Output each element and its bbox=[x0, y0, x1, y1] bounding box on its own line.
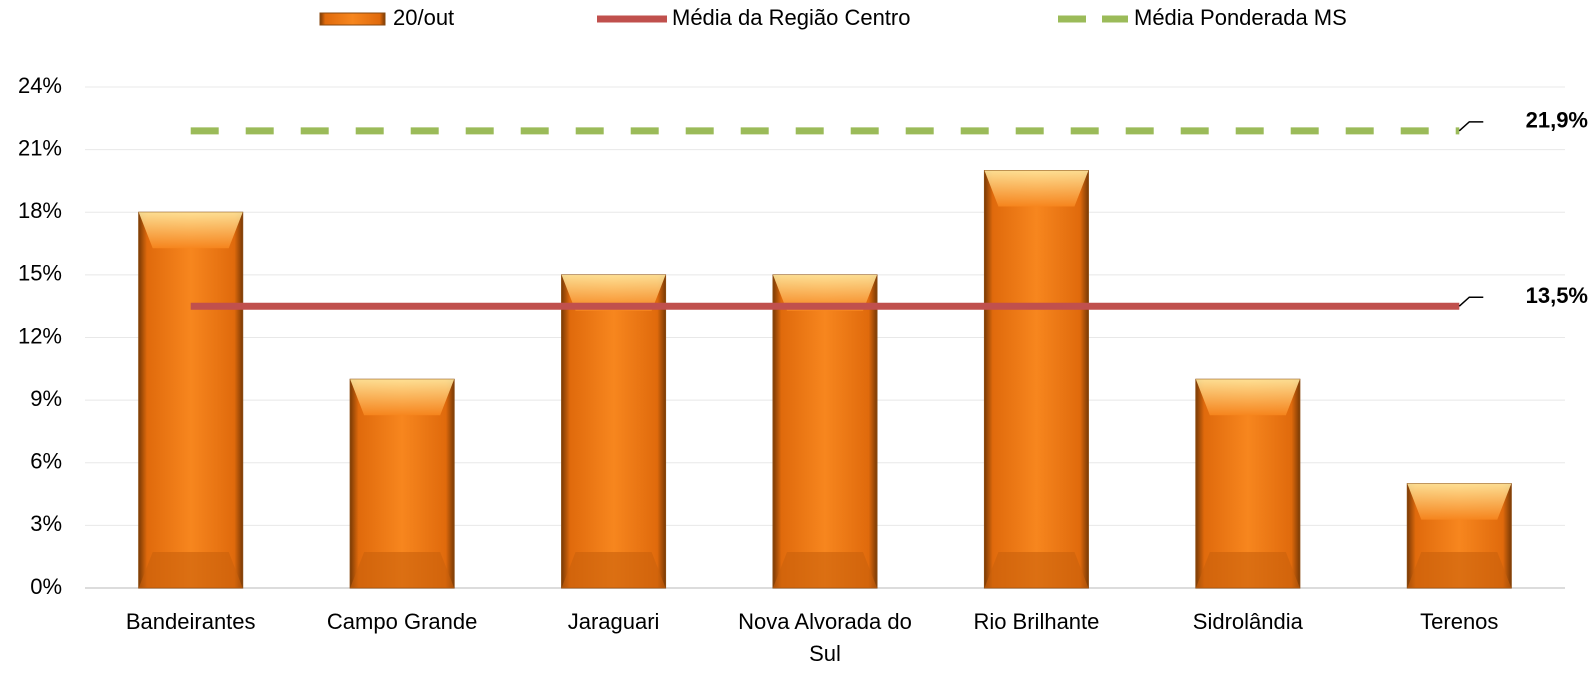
bar bbox=[983, 170, 1089, 589]
bar-bevel bbox=[138, 212, 243, 249]
x-tick-label: Sidrolândia bbox=[1192, 609, 1303, 634]
x-tick-label: Terenos bbox=[1420, 609, 1499, 634]
bar-bevel bbox=[1195, 379, 1300, 416]
legend-swatch bbox=[319, 12, 386, 26]
leader-line bbox=[1458, 296, 1484, 307]
bar-bevel bbox=[984, 552, 1089, 588]
bar-bevel bbox=[561, 274, 666, 311]
bar bbox=[561, 274, 667, 589]
bar-bevel bbox=[984, 170, 1089, 207]
legend-label: 20/out bbox=[393, 5, 454, 30]
y-tick-label: 3% bbox=[30, 511, 62, 536]
y-tick-label: 6% bbox=[30, 449, 62, 474]
bar-bevel bbox=[773, 274, 877, 311]
data-label: 13,5% bbox=[1526, 283, 1588, 308]
bar bbox=[138, 211, 244, 589]
x-tick-label: Rio Brilhante bbox=[973, 609, 1100, 634]
y-tick-label: 21% bbox=[18, 135, 62, 160]
bar-bevel bbox=[1195, 552, 1300, 588]
y-tick-label: 24% bbox=[18, 73, 62, 98]
y-tick-label: 9% bbox=[30, 386, 62, 411]
x-tick-label: Bandeirantes bbox=[125, 609, 256, 634]
x-tick-label: Campo Grande bbox=[326, 609, 478, 634]
bar bbox=[772, 274, 878, 589]
bar-bevel bbox=[350, 552, 455, 588]
legend-label: Média da Região Centro bbox=[672, 5, 910, 30]
bar-bevel bbox=[1407, 483, 1512, 520]
y-tick-label: 12% bbox=[18, 323, 62, 348]
x-tick-label: Nova Alvorada do Sul bbox=[738, 609, 912, 666]
bar-bevel bbox=[138, 552, 243, 588]
legend-label: Média Ponderada MS bbox=[1134, 5, 1347, 30]
data-label: 21,9% bbox=[1526, 108, 1588, 133]
y-tick-label: 15% bbox=[18, 261, 62, 286]
leader-line bbox=[1458, 121, 1484, 132]
bar-bevel bbox=[561, 552, 666, 588]
y-tick-label: 0% bbox=[30, 574, 62, 599]
x-tick-label: Jaraguari bbox=[567, 609, 660, 634]
y-tick-label: 18% bbox=[18, 198, 62, 223]
bar-bevel bbox=[350, 379, 455, 416]
bar-bevel bbox=[773, 552, 877, 588]
bar-bevel bbox=[1407, 552, 1512, 588]
